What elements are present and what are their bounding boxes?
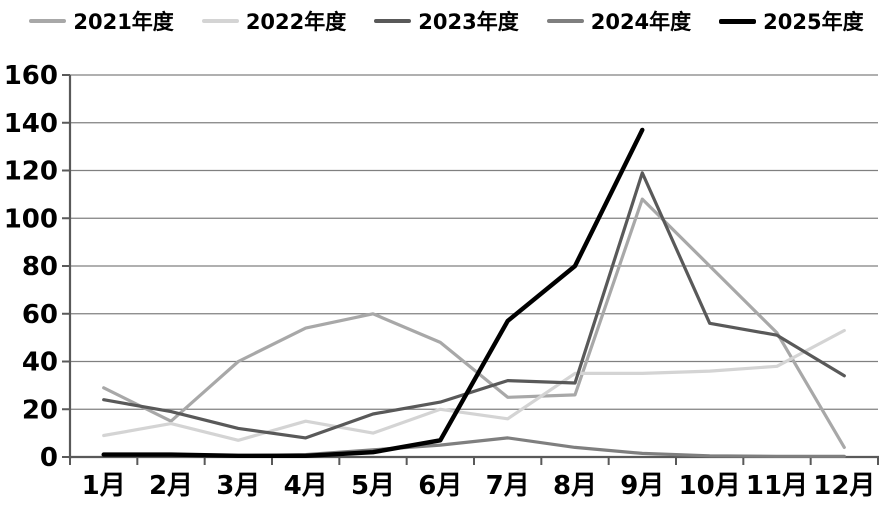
x-axis-label: 6月: [418, 471, 462, 501]
y-axis-label: 80: [22, 252, 58, 282]
series-line-2021年度: [102, 197, 846, 449]
y-axis-label: 0: [40, 443, 58, 473]
legend: 2021年度 2022年度 2023年度 2024年度 2025年度: [0, 4, 893, 38]
legend-line-marker: [374, 19, 412, 23]
legend-line-marker: [546, 19, 584, 23]
series-line-2025年度: [101, 127, 645, 458]
legend-line-marker: [201, 19, 239, 23]
x-axis-label: 3月: [216, 471, 260, 501]
x-axis-label: 1月: [82, 471, 126, 501]
legend-item: 2021年度: [29, 6, 174, 36]
y-axis-label: 40: [22, 348, 58, 378]
y-axis-label: 160: [4, 61, 58, 91]
legend-label: 2021年度: [73, 10, 174, 34]
series-line-2022年度: [102, 328, 846, 442]
legend-label: 2022年度: [245, 10, 347, 34]
legend-label: 2025年度: [763, 10, 864, 34]
x-axis-label: 11月: [746, 471, 808, 501]
series-line-2023年度: [102, 171, 846, 440]
x-axis-label: 7月: [486, 471, 530, 501]
y-axis-label: 120: [4, 157, 58, 187]
x-axis-label: 5月: [351, 471, 395, 501]
x-axis-label: 9月: [620, 471, 664, 501]
legend-line-marker: [719, 18, 757, 24]
x-axis-label: 10月: [679, 471, 741, 501]
legend-item: 2022年度: [201, 6, 347, 36]
legend-item: 2025年度: [719, 6, 864, 36]
legend-item: 2023年度: [374, 6, 519, 36]
legend-line-marker: [29, 19, 67, 23]
y-axis-label: 20: [22, 395, 58, 425]
y-axis-label: 140: [4, 109, 58, 139]
y-axis-label: 100: [4, 204, 58, 234]
y-axis-label: 60: [22, 300, 58, 330]
x-axis-label: 2月: [149, 471, 193, 501]
x-axis-label: 12月: [813, 471, 875, 501]
legend-item: 2024年度: [546, 6, 692, 36]
legend-label: 2024年度: [590, 10, 692, 34]
legend-label: 2023年度: [418, 10, 519, 34]
x-axis-label: 4月: [284, 471, 328, 501]
x-axis-label: 8月: [553, 471, 597, 501]
